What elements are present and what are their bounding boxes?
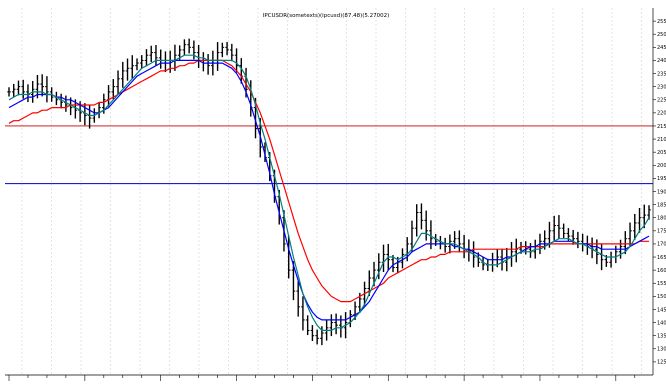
y-tick-label: 180 (657, 216, 666, 222)
y-tick-label: 195 (657, 176, 666, 182)
y-axis-ticks: 125 130 135 140 145 150 155 160 165 170 175 180 185 1… (653, 19, 666, 366)
y-tick-label: 205 (657, 150, 666, 156)
y-tick-label: 145 (657, 307, 666, 313)
y-tick-label: 190 (657, 189, 666, 195)
y-tick-label: 160 (657, 268, 666, 274)
chart-title: IPCUSDR(sometexts)(ipcusd)(87.48)(5.2700… (263, 13, 390, 19)
y-tick-label: 175 (657, 229, 666, 235)
y-tick-label: 135 (657, 333, 666, 339)
y-tick-label: 230 (657, 84, 666, 90)
y-tick-label: 185 (657, 202, 666, 208)
x-axis-ticks (8, 375, 636, 381)
y-tick-label: 200 (657, 163, 666, 169)
y-tick-label: 215 (657, 124, 666, 130)
fast-moving-average-line (8, 54, 650, 331)
y-tick-label: 255 (657, 19, 666, 25)
horizontal-levels (5, 125, 653, 185)
y-tick-label: 155 (657, 281, 666, 287)
slow-moving-average-line (8, 59, 649, 303)
y-tick-label: 140 (657, 320, 666, 326)
y-tick-label: 250 (657, 32, 666, 38)
y-tick-label: 240 (657, 58, 666, 64)
medium-moving-average-line (8, 59, 650, 321)
y-tick-label: 130 (657, 347, 666, 353)
y-tick-label: 165 (657, 255, 666, 261)
y-tick-label: 225 (657, 98, 666, 104)
moving-averages (8, 54, 650, 331)
y-tick-label: 210 (657, 137, 666, 143)
y-tick-label: 220 (657, 111, 666, 117)
y-tick-label: 245 (657, 45, 666, 51)
grid (21, 8, 642, 375)
y-tick-label: 170 (657, 242, 666, 248)
y-tick-label: 125 (657, 360, 666, 366)
ohlc-bars (7, 38, 651, 346)
y-tick-label: 235 (657, 71, 666, 77)
y-tick-label: 150 (657, 294, 666, 300)
